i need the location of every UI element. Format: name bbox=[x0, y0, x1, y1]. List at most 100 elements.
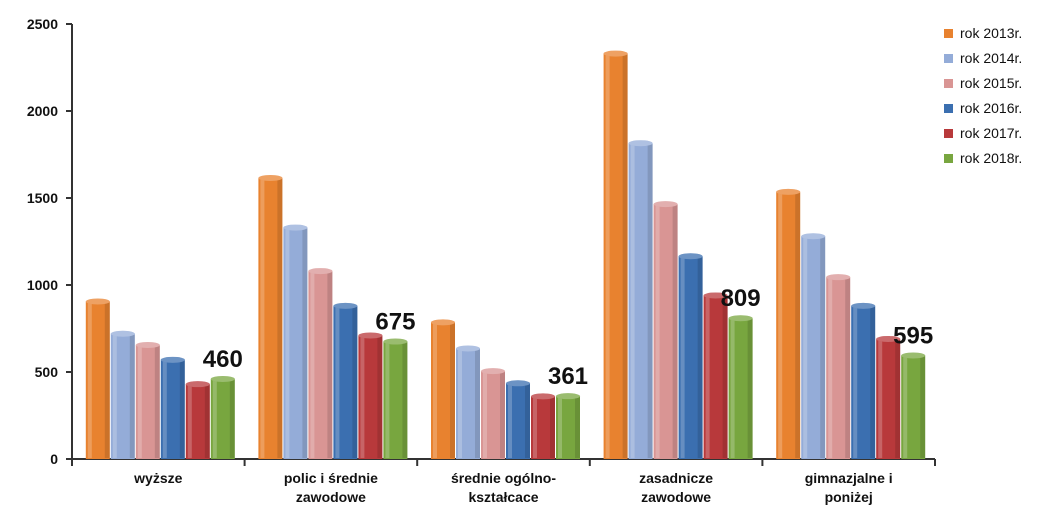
bar bbox=[431, 319, 455, 459]
bar bbox=[801, 233, 826, 459]
bar-cap-shine bbox=[653, 201, 678, 208]
bar-cap-shine bbox=[481, 368, 505, 375]
bar-cap bbox=[678, 253, 703, 260]
bar bbox=[851, 302, 876, 459]
bar-highlight bbox=[533, 397, 537, 458]
bar-cap bbox=[826, 274, 851, 281]
bar bbox=[506, 380, 530, 459]
legend-label: rok 2013r. bbox=[960, 25, 1022, 41]
bar-highlight bbox=[433, 323, 437, 458]
legend-swatch bbox=[944, 129, 953, 138]
bar-shade bbox=[475, 349, 480, 458]
bar-highlight bbox=[730, 319, 735, 458]
bar-shade bbox=[450, 323, 455, 458]
legend-swatch bbox=[944, 54, 953, 63]
bar bbox=[258, 174, 283, 460]
legend-label: rok 2017r. bbox=[960, 125, 1022, 141]
bar-cap-shine bbox=[456, 345, 480, 352]
bar-highlight bbox=[212, 379, 217, 458]
legend-label: rok 2016r. bbox=[960, 100, 1022, 116]
bar-cap bbox=[110, 330, 135, 337]
bar-shade bbox=[697, 257, 703, 458]
bar bbox=[728, 315, 753, 459]
bar bbox=[456, 345, 480, 459]
y-tick-label: 1500 bbox=[27, 190, 58, 206]
bar bbox=[308, 268, 333, 459]
bar-shade bbox=[327, 272, 333, 458]
bar-cap bbox=[456, 345, 480, 352]
bar bbox=[703, 292, 728, 459]
bar-shade bbox=[525, 384, 530, 458]
bar-body bbox=[481, 371, 505, 459]
bar-body bbox=[85, 301, 110, 459]
bar bbox=[358, 332, 383, 459]
data-label: 675 bbox=[375, 309, 415, 336]
bar-body bbox=[185, 384, 210, 459]
bar bbox=[185, 381, 210, 459]
bars bbox=[85, 50, 926, 460]
bar bbox=[556, 393, 580, 459]
bar-shade bbox=[920, 356, 926, 458]
bar-highlight bbox=[828, 278, 833, 458]
bar bbox=[678, 253, 703, 459]
bar-cap bbox=[628, 140, 653, 147]
bar-shade bbox=[377, 336, 383, 458]
bar-cap-shine bbox=[826, 274, 851, 281]
bar-cap bbox=[851, 302, 876, 309]
bar-cap-shine bbox=[531, 393, 555, 400]
bar-cap-shine bbox=[703, 292, 728, 299]
category-label: średnie ogólno- bbox=[451, 470, 556, 486]
bar-cap bbox=[333, 302, 358, 309]
bar-cap bbox=[431, 319, 455, 326]
bar-body bbox=[603, 53, 628, 460]
bar bbox=[531, 393, 555, 459]
bar-cap bbox=[481, 368, 505, 375]
bar-cap bbox=[308, 268, 333, 275]
bar-highlight bbox=[655, 205, 660, 458]
bar-body bbox=[826, 277, 851, 459]
legend-item: rok 2013r. bbox=[944, 25, 1022, 41]
bar-body bbox=[801, 236, 826, 459]
bar-body bbox=[383, 341, 408, 459]
bar-cap-shine bbox=[110, 330, 135, 337]
bar-cap bbox=[185, 381, 210, 388]
bar-highlight bbox=[360, 336, 365, 458]
bar-shade bbox=[672, 205, 678, 458]
bar-cap-shine bbox=[506, 380, 530, 387]
bar-cap-shine bbox=[728, 315, 753, 322]
y-tick-label: 0 bbox=[50, 451, 58, 467]
bar-highlight bbox=[680, 257, 685, 458]
bar-cap-shine bbox=[776, 188, 801, 195]
y-tick-label: 2500 bbox=[27, 16, 58, 32]
bar-cap-shine bbox=[383, 338, 408, 345]
bar-cap-shine bbox=[801, 233, 826, 240]
bar bbox=[383, 338, 408, 459]
bar bbox=[901, 352, 926, 459]
bar bbox=[85, 298, 110, 459]
bar-cap bbox=[283, 224, 308, 231]
legend-item: rok 2017r. bbox=[944, 125, 1022, 141]
bar-body bbox=[556, 396, 580, 459]
bar-highlight bbox=[778, 192, 783, 458]
bar-cap bbox=[85, 298, 110, 305]
bar-cap-shine bbox=[283, 224, 308, 231]
bar-cap-shine bbox=[851, 302, 876, 309]
category-label: zawodowe bbox=[641, 489, 711, 505]
data-label: 361 bbox=[548, 363, 588, 390]
bar-shade bbox=[302, 228, 308, 458]
bar-highlight bbox=[605, 54, 610, 459]
category-label: poniżej bbox=[825, 489, 873, 505]
bar-cap-shine bbox=[160, 356, 185, 363]
bar-highlight bbox=[385, 342, 390, 458]
bar-body bbox=[678, 256, 703, 459]
data-label: 595 bbox=[893, 322, 933, 349]
bar-cap bbox=[135, 342, 160, 349]
bar-shade bbox=[154, 346, 160, 458]
bar-shade bbox=[895, 339, 901, 458]
bar-cap-shine bbox=[603, 50, 628, 57]
bar bbox=[160, 356, 185, 459]
bar-cap bbox=[258, 174, 283, 181]
bar-highlight bbox=[630, 144, 635, 458]
legend-item: rok 2018r. bbox=[944, 150, 1022, 166]
